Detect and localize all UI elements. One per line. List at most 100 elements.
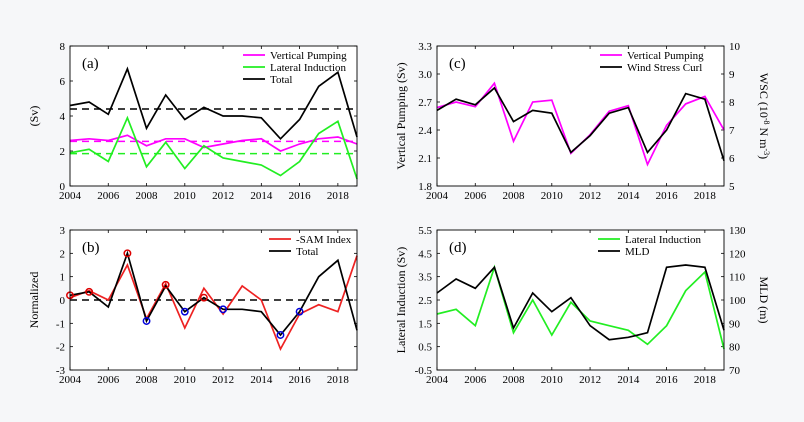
highlight-marker [276,331,285,339]
y-tick-label: 4 [60,111,66,123]
y-tick-label: 2.7 [418,97,432,109]
x-tick-label: 2006 [464,190,487,202]
y2-tick-label: 80 [729,342,741,354]
x-tick-label: 2010 [541,190,564,202]
legend-label: Wind Stress Curl [627,62,702,74]
x-tick-label: 2008 [503,190,526,202]
x-tick-label: 2004 [59,374,82,386]
panel-c: 2004 2006 2008 2010 2012 2014 2016 2018 1.8 2.1 2.… [394,41,772,202]
y2-axis-label: WSC (10-8 N m-3) [757,73,772,159]
legend-label: Lateral Induction [625,234,702,246]
x-tick-label: 2008 [136,374,159,386]
panel-label: (d) [449,240,467,256]
y-tick-label: 2.1 [418,153,432,165]
y-tick-label: 0 [60,295,66,307]
y2-axis-label: MLD (m) [757,277,771,324]
y2-tick-label: 7 [729,125,735,137]
y-tick-label: 3 [60,225,66,237]
legend-label: MLD [625,246,650,258]
panel-a: 2004 2006 2008 2010 2012 2014 2016 2018 0 2 4 6 8 (a)… [27,41,358,202]
x-tick-label: 2012 [212,374,234,386]
highlight-marker [123,249,132,258]
legend-label: Lateral Induction [270,62,347,74]
y-tick-label: -1 [56,318,65,330]
x-tick-label: 2018 [327,374,350,386]
y-axis-label: (Sv) [27,106,41,127]
plot-area [437,230,724,370]
x-tick-label: 2012 [579,190,601,202]
y2-tick-label: 100 [729,295,746,307]
series-line-lateral-induction [69,115,358,180]
y-tick-label: 6 [60,76,66,88]
x-tick-label: 2016 [656,374,679,386]
panel-label: (c) [449,56,466,72]
y2-tick-label: 8 [729,97,735,109]
plot-area [70,46,357,186]
legend-label: -SAM Index [296,234,352,246]
x-tick-label: 2014 [250,190,273,202]
y-tick-label: 2.5 [418,295,432,307]
series-line-wind-stress-curl [436,86,725,162]
x-tick-label: 2014 [617,374,640,386]
highlight-marker [219,305,228,314]
x-tick-label: 2018 [694,374,717,386]
x-tick-label: 2006 [464,374,487,386]
plot-frame [436,45,725,187]
y2-tick-label: 9 [729,69,735,81]
highlight-marker [180,307,189,316]
y-tick-label: 3.3 [418,41,432,53]
y-tick-label: 5.5 [418,225,432,237]
y-tick-label: 4.5 [418,248,432,260]
y-tick-label: -0.5 [415,365,433,377]
y-tick-label: 1.5 [418,318,432,330]
highlight-marker [295,307,304,316]
y-axis-label: Vertical Pumping (Sv) [394,62,408,169]
y-tick-label: 0 [60,181,66,193]
x-tick-label: 2010 [174,374,197,386]
y2-tick-label: 120 [729,248,746,260]
series-line-total [69,250,358,337]
y-tick-label: 8 [60,41,66,53]
y2-tick-label: 70 [729,365,741,377]
y-tick-label: 3.5 [418,272,432,284]
plot-area [437,46,724,186]
x-tick-label: 2016 [289,190,312,202]
x-tick-label: 2018 [327,190,350,202]
plot-frame [69,229,358,371]
series-line-mld [436,264,725,341]
y2-tick-label: 5 [729,181,735,193]
x-tick-label: 2016 [289,374,312,386]
legend-label: Total [296,246,318,258]
x-tick-label: 2004 [426,374,449,386]
panel-label: (b) [82,240,100,256]
plot-frame [69,45,358,187]
y2-tick-label: 10 [729,41,741,53]
legend-label: Vertical Pumping [270,50,347,62]
highlight-marker [199,293,208,302]
x-tick-label: 2010 [174,190,197,202]
y-axis-label: Normalized [27,272,41,329]
y2-tick-label: 6 [729,153,735,165]
x-tick-label: 2012 [579,374,601,386]
highlight-marker [161,280,170,289]
y2-tick-label: 110 [729,272,746,284]
y-tick-label: -2 [56,342,65,354]
x-tick-label: 2012 [212,190,234,202]
x-tick-label: 2018 [694,190,717,202]
y-tick-label: 2 [60,248,66,260]
y-tick-label: 3.0 [418,69,432,81]
y-tick-label: 1 [60,272,66,284]
x-tick-label: 2008 [136,190,159,202]
y-tick-label: 1.8 [418,181,432,193]
panel-d: 2004 2006 2008 2010 2012 2014 2016 2018 -0.5 0.5 1… [394,225,771,386]
y-tick-label: -3 [56,365,66,377]
x-tick-label: 2014 [250,374,273,386]
x-tick-label: 2016 [656,190,679,202]
y2-tick-label: 130 [729,225,746,237]
x-tick-label: 2004 [59,190,82,202]
y-tick-label: 2 [60,146,66,158]
highlight-marker [85,287,94,296]
series-line-total [69,66,358,141]
legend-label: Vertical Pumping [627,50,704,62]
